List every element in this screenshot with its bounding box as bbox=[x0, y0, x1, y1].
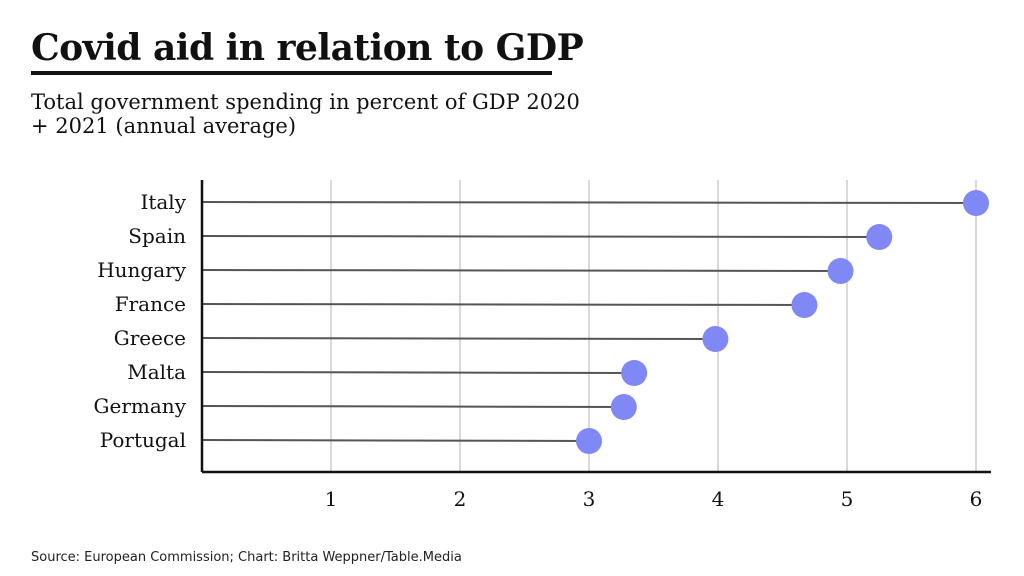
dots bbox=[576, 190, 989, 454]
x-tick-label: 3 bbox=[583, 487, 596, 511]
x-tick-label: 4 bbox=[712, 487, 725, 511]
stem bbox=[201, 269, 841, 272]
stem bbox=[201, 303, 805, 306]
gridlines bbox=[330, 180, 977, 472]
stem bbox=[201, 371, 635, 374]
x-tick-label: 2 bbox=[454, 487, 467, 511]
data-dot bbox=[827, 258, 854, 284]
axes bbox=[200, 180, 991, 474]
category-labels: Italy Spain Hungary France Greece Malta German… bbox=[94, 190, 187, 452]
data-dot bbox=[621, 360, 648, 386]
category-label: Germany bbox=[94, 394, 187, 418]
data-dot bbox=[866, 224, 893, 250]
title-underline bbox=[31, 71, 552, 75]
stem bbox=[201, 405, 624, 408]
data-dot bbox=[702, 326, 729, 352]
data-dot bbox=[576, 428, 602, 454]
data-dot bbox=[963, 190, 989, 216]
stem bbox=[201, 235, 880, 238]
category-label: Spain bbox=[128, 224, 186, 248]
category-label: Hungary bbox=[97, 258, 186, 282]
source-note: Source: European Commission; Chart: Brit… bbox=[31, 550, 462, 565]
chart-subtitle: Total government spending in percent of … bbox=[31, 90, 580, 138]
stems bbox=[201, 201, 977, 442]
stem bbox=[201, 439, 590, 442]
category-label: Malta bbox=[127, 360, 186, 384]
chart-title: Covid aid in relation to GDP bbox=[31, 27, 584, 69]
stem bbox=[201, 337, 716, 340]
category-label: France bbox=[115, 292, 186, 316]
x-tick-label: 5 bbox=[841, 487, 854, 511]
category-label: Italy bbox=[140, 190, 186, 214]
category-label: Greece bbox=[114, 326, 186, 350]
x-tick-label: 6 bbox=[970, 487, 983, 511]
category-label: Portugal bbox=[100, 428, 186, 452]
x-tick-label: 1 bbox=[325, 487, 338, 511]
data-dot bbox=[610, 394, 637, 420]
data-dot bbox=[791, 292, 818, 318]
stem bbox=[201, 201, 977, 204]
x-tick-labels: 1 2 3 4 5 6 bbox=[325, 487, 983, 511]
